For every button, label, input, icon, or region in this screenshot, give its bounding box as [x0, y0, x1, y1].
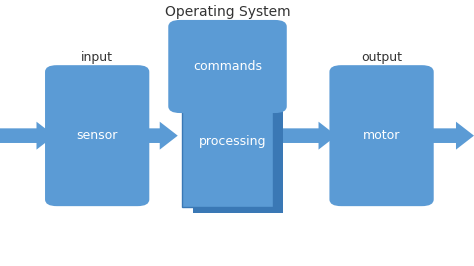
FancyBboxPatch shape: [193, 75, 283, 213]
FancyBboxPatch shape: [168, 20, 287, 113]
Text: sensor: sensor: [76, 129, 118, 142]
Polygon shape: [424, 122, 474, 149]
Text: input: input: [81, 51, 113, 64]
Text: Operating System: Operating System: [164, 5, 291, 19]
Text: output: output: [361, 51, 402, 64]
Polygon shape: [0, 122, 55, 149]
Text: processing: processing: [199, 135, 266, 148]
Polygon shape: [140, 122, 178, 149]
Text: motor: motor: [363, 129, 400, 142]
FancyBboxPatch shape: [329, 65, 434, 206]
FancyBboxPatch shape: [45, 65, 149, 206]
Polygon shape: [210, 51, 246, 108]
Polygon shape: [277, 122, 337, 149]
Text: commands: commands: [193, 60, 262, 73]
FancyBboxPatch shape: [182, 69, 273, 207]
